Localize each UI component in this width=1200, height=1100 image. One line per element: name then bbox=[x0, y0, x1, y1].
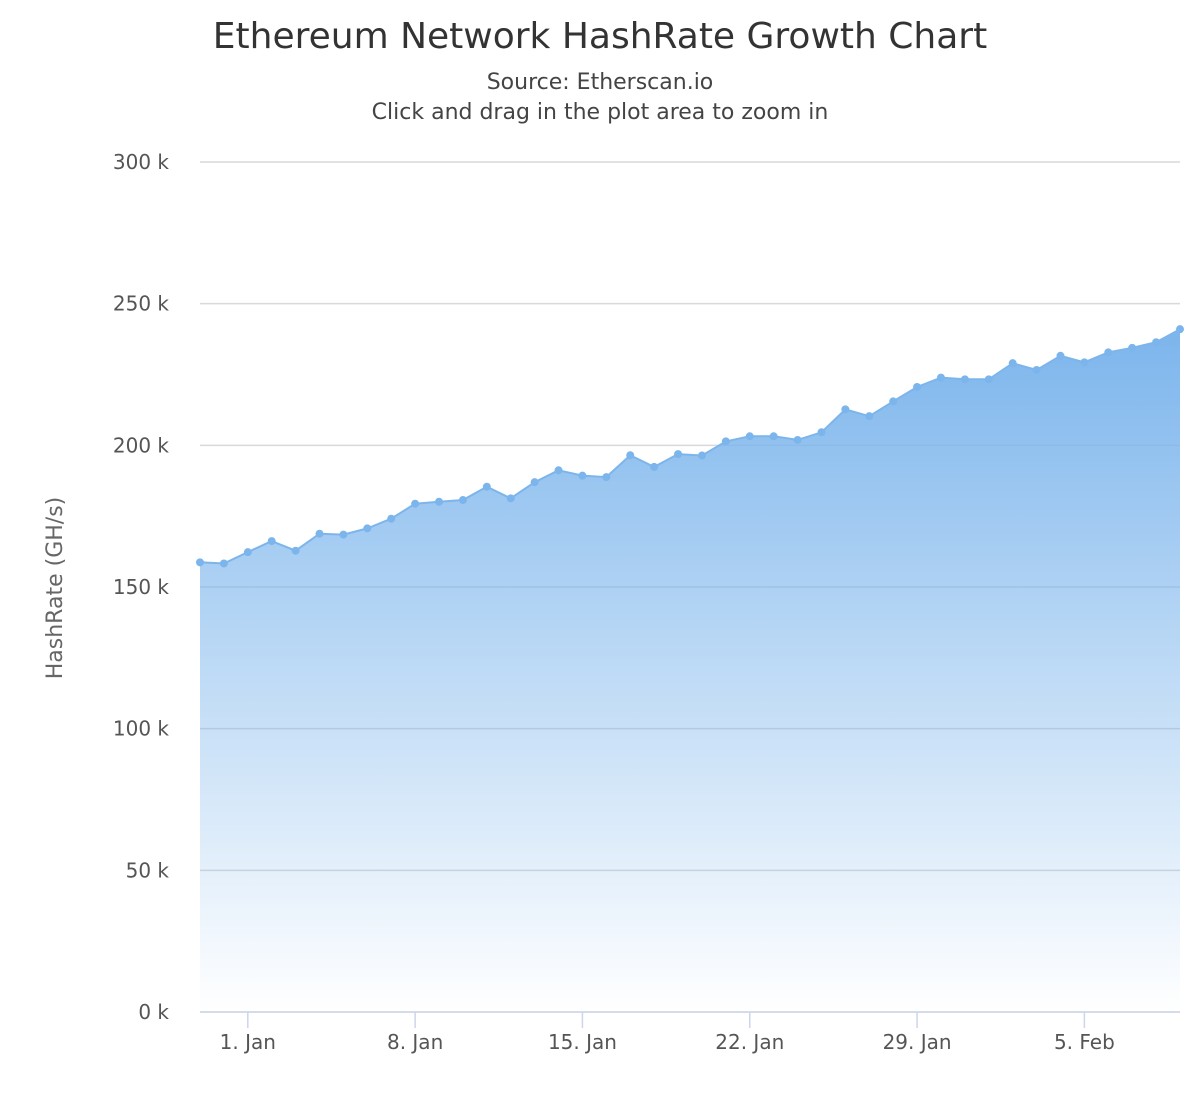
data-point[interactable] bbox=[1056, 351, 1065, 360]
data-point[interactable] bbox=[697, 451, 706, 460]
chart-zoom-hint: Click and drag in the plot area to zoom … bbox=[372, 100, 829, 125]
data-point[interactable] bbox=[1152, 338, 1161, 347]
data-point[interactable] bbox=[458, 496, 467, 505]
data-point[interactable] bbox=[1032, 365, 1041, 374]
data-point[interactable] bbox=[506, 494, 515, 503]
data-point[interactable] bbox=[817, 428, 826, 437]
data-point[interactable] bbox=[1128, 343, 1137, 352]
data-point[interactable] bbox=[960, 375, 969, 384]
y-tick-label: 50 k bbox=[126, 858, 170, 882]
data-point[interactable] bbox=[267, 537, 276, 546]
data-point[interactable] bbox=[889, 397, 898, 406]
x-tick-label: 1. Jan bbox=[220, 1030, 276, 1054]
y-tick-label: 200 k bbox=[113, 433, 170, 457]
x-tick-label: 8. Jan bbox=[387, 1030, 443, 1054]
x-tick-label: 22. Jan bbox=[715, 1030, 784, 1054]
data-point[interactable] bbox=[435, 497, 444, 506]
data-point[interactable] bbox=[482, 482, 491, 491]
data-point[interactable] bbox=[841, 405, 850, 414]
data-point[interactable] bbox=[339, 530, 348, 539]
data-point[interactable] bbox=[1176, 325, 1184, 334]
data-point[interactable] bbox=[984, 375, 993, 384]
data-point[interactable] bbox=[196, 558, 204, 567]
data-point[interactable] bbox=[769, 432, 778, 441]
data-point[interactable] bbox=[363, 524, 372, 533]
data-point[interactable] bbox=[626, 451, 635, 460]
x-tick-label: 15. Jan bbox=[548, 1030, 617, 1054]
y-tick-label: 300 k bbox=[113, 150, 170, 174]
data-point[interactable] bbox=[745, 432, 754, 441]
series-area-fill bbox=[200, 329, 1180, 1012]
series-line bbox=[199, 328, 1181, 565]
data-point[interactable] bbox=[650, 462, 659, 471]
y-tick-label: 150 k bbox=[113, 575, 170, 599]
x-tick-label: 5. Feb bbox=[1054, 1030, 1115, 1054]
data-point[interactable] bbox=[1080, 358, 1089, 367]
y-tick-label: 250 k bbox=[113, 292, 170, 316]
data-point[interactable] bbox=[291, 546, 300, 555]
chart-subtitle: Source: Etherscan.io bbox=[487, 70, 714, 95]
data-point[interactable] bbox=[936, 373, 945, 382]
data-point[interactable] bbox=[411, 499, 420, 508]
x-tick-label: 29. Jan bbox=[883, 1030, 952, 1054]
data-point[interactable] bbox=[554, 466, 563, 475]
series-points[interactable] bbox=[196, 325, 1184, 568]
chart-title: Ethereum Network HashRate Growth Chart bbox=[213, 16, 987, 57]
data-point[interactable] bbox=[387, 514, 396, 523]
data-point[interactable] bbox=[674, 450, 683, 459]
y-tick-label: 100 k bbox=[113, 717, 170, 741]
data-point[interactable] bbox=[219, 559, 228, 568]
y-tick-label: 0 k bbox=[138, 1000, 169, 1024]
data-point[interactable] bbox=[315, 529, 324, 538]
data-point[interactable] bbox=[865, 412, 874, 421]
y-axis-ticks: 0 k 50 k 100 k 150 k 200 k 250 k 300 k bbox=[113, 150, 170, 1024]
y-axis-label: HashRate (GH/s) bbox=[43, 497, 68, 680]
data-point[interactable] bbox=[243, 548, 252, 557]
data-point[interactable] bbox=[530, 478, 539, 487]
data-point[interactable] bbox=[578, 471, 587, 480]
x-axis: 1. Jan 8. Jan 15. Jan 22. Jan 29. Jan 5. Feb bbox=[200, 1011, 1180, 1054]
data-point[interactable] bbox=[602, 473, 611, 482]
data-point[interactable] bbox=[793, 435, 802, 444]
data-point[interactable] bbox=[1104, 348, 1113, 357]
data-point[interactable] bbox=[913, 382, 922, 391]
data-point[interactable] bbox=[721, 437, 730, 446]
data-point[interactable] bbox=[1008, 359, 1017, 368]
series-area bbox=[199, 328, 1181, 1012]
